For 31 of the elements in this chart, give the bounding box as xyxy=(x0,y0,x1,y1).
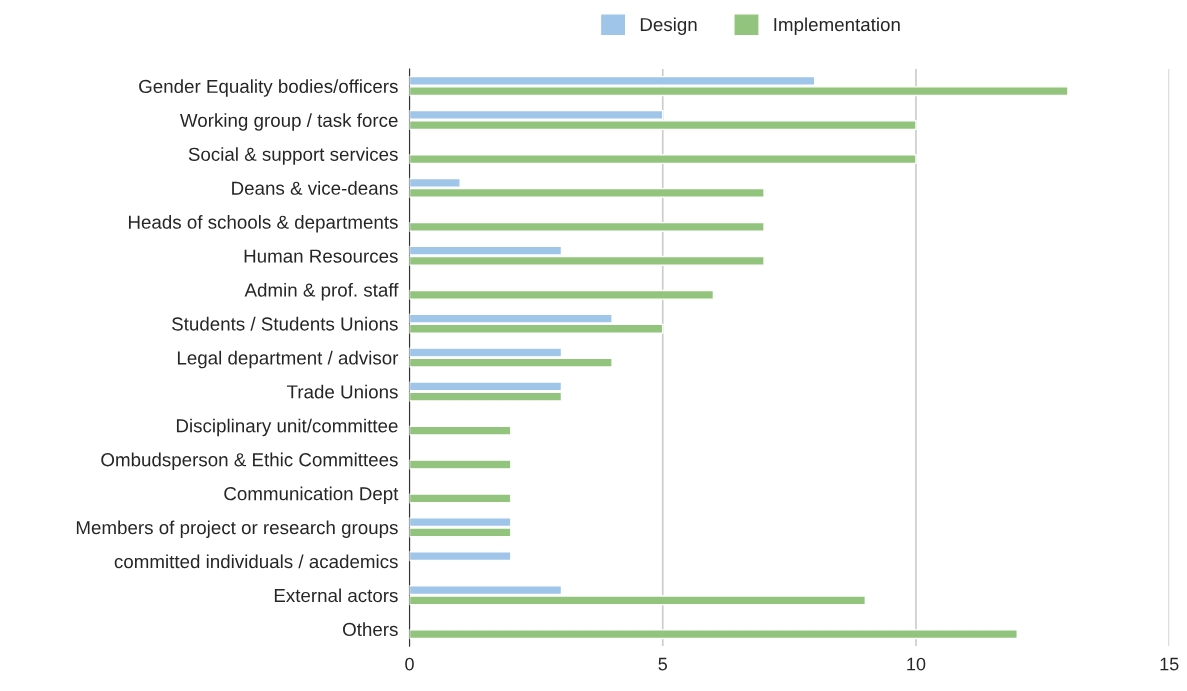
y-tick-label: committed individuals / academics xyxy=(114,554,398,569)
x-tick-label: 0 xyxy=(405,657,414,671)
y-tick-label: Legal department / advisor xyxy=(177,350,399,369)
bar xyxy=(409,221,765,232)
y-tick-label: Working group / task force xyxy=(179,113,398,131)
y-tick-label: External actors xyxy=(274,588,398,603)
y-tick-label: Deans & vice-deans xyxy=(232,181,398,195)
bar xyxy=(409,289,715,300)
y-tick-label: Disciplinary unit/committee xyxy=(176,418,398,437)
bar xyxy=(409,629,1018,640)
legend-label: Design xyxy=(640,17,697,35)
legend-label: Implementation xyxy=(774,17,900,35)
bar xyxy=(409,459,512,470)
y-tick-label: Gender Equality bodies/officers xyxy=(139,79,398,97)
y-tick-label: Trade Unions xyxy=(286,384,398,399)
y-tick-label: Members of project or research groups xyxy=(76,520,398,538)
y-tick-label: Heads of schools & departments xyxy=(128,215,398,233)
x-tick-label: 15 xyxy=(1160,657,1179,671)
y-tick-label: Admin & prof. staff xyxy=(244,282,399,301)
x-tick-label: 10 xyxy=(907,657,926,671)
y-tick-label: Ombudsperson & Ethic Committees xyxy=(101,452,398,471)
bar xyxy=(409,154,917,165)
y-tick-label: Others xyxy=(343,622,398,637)
bar xyxy=(409,493,512,504)
x-tick-label: 5 xyxy=(658,657,668,671)
y-tick-label: Communication Dept xyxy=(224,486,399,505)
y-tick-label: Human Resources xyxy=(244,249,398,263)
bar xyxy=(409,425,512,436)
y-tick-label: Social & support services xyxy=(188,147,398,165)
y-tick-label: Students / Students Unions xyxy=(172,316,398,331)
bar xyxy=(409,551,512,562)
